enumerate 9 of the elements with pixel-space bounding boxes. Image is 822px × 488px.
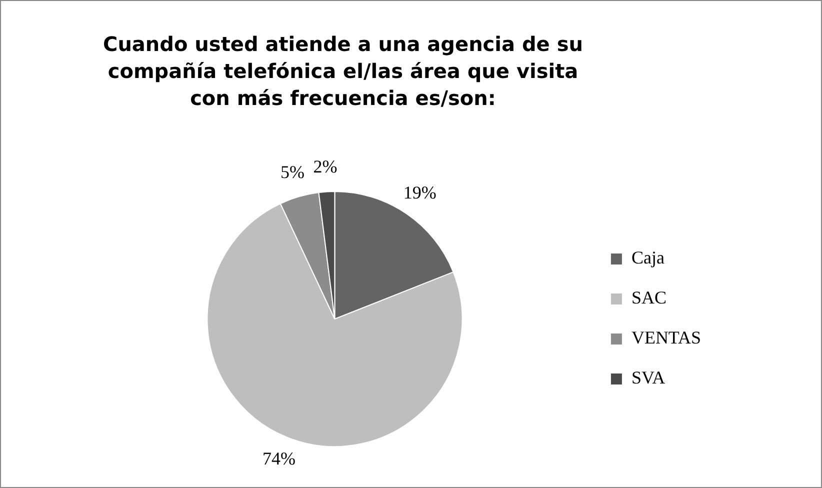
data-label: 5% bbox=[280, 162, 304, 182]
legend-label: SVA bbox=[631, 368, 666, 388]
data-label: 19% bbox=[403, 182, 436, 202]
legend-label: SAC bbox=[631, 288, 666, 308]
data-label: 74% bbox=[262, 448, 296, 469]
chart-title: Cuando usted atiende a una agencia de su compañía telefónica el/las área que visita con más frecuencia es/son: bbox=[102, 31, 584, 112]
legend-label: VENTAS bbox=[631, 328, 702, 348]
legend-label: Caja bbox=[631, 248, 664, 268]
data-label: 2% bbox=[313, 156, 338, 177]
